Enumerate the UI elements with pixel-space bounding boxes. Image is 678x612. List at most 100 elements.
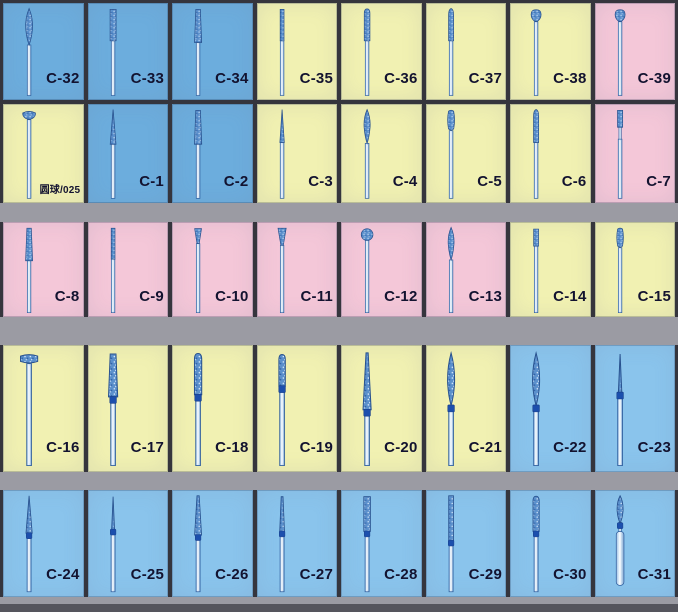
bur-label: C-6	[561, 173, 587, 191]
bur-label: C-2	[223, 173, 249, 191]
bur-cell: C-9	[87, 222, 168, 317]
barrel-bur-icon	[616, 227, 624, 313]
cylinder-long-bur-icon	[448, 495, 455, 593]
flame-bur-icon	[363, 108, 371, 199]
bur-label: C-26	[215, 566, 249, 584]
taper-long-bur-icon	[362, 352, 372, 466]
bur-label: C-16	[46, 438, 80, 456]
bur-cell: C-28	[341, 490, 422, 597]
acorn-bur-icon	[530, 9, 542, 96]
taper-point-bur-icon	[193, 495, 202, 593]
bur-cell: C-25	[87, 490, 168, 597]
bur-cell: C-37	[425, 3, 506, 100]
bur-label: C-23	[637, 438, 671, 456]
flame-long-bur-icon	[531, 350, 540, 466]
flame-large-bur-icon	[24, 7, 33, 96]
bur-cell: C-24	[3, 490, 84, 597]
flame-long-bur-icon	[447, 350, 456, 466]
inverted-cone-flat-bur-icon	[277, 227, 287, 313]
flame-bur-icon	[447, 226, 455, 313]
taper-cyl-bur-icon	[193, 109, 202, 199]
bur-label: 圆球/025	[39, 185, 81, 197]
bottom-strip	[0, 604, 678, 612]
bur-cell: C-34	[172, 3, 253, 100]
bur-cell: C-23	[594, 345, 675, 472]
bur-cell: C-1	[87, 104, 168, 203]
bur-label: C-12	[384, 287, 418, 305]
cylinder-round-bur-icon	[363, 8, 370, 96]
bur-cell: C-27	[256, 490, 337, 597]
bur-cell: C-11	[256, 222, 337, 317]
row-separator-band	[0, 317, 678, 345]
needle-bur-icon	[109, 109, 117, 199]
bur-cell: C-35	[256, 3, 337, 100]
bur-label: C-17	[130, 438, 164, 456]
flame-latch-bur-icon	[616, 495, 625, 586]
bur-label: C-18	[215, 438, 249, 456]
bur-cell: C-39	[594, 3, 675, 100]
cylinder-round-small-bur-icon	[278, 353, 286, 466]
bur-label: C-34	[215, 70, 249, 88]
bur-label: C-28	[384, 566, 418, 584]
bur-row-2: 圆球/025 C-1 C-2 C-3 C-4 C-5 C-6 C-7	[0, 104, 678, 203]
row-separator-band	[0, 203, 678, 222]
taper-cyl-bur-icon	[193, 8, 202, 96]
bur-label: C-10	[215, 287, 249, 305]
bur-cell: C-33	[87, 3, 168, 100]
bur-label: C-14	[553, 287, 587, 305]
bur-cell: C-26	[172, 490, 253, 597]
needle-fine-bur-icon	[110, 496, 117, 593]
row-separator-band	[0, 472, 678, 490]
cylinder-round-bur-icon	[193, 352, 202, 466]
bur-cell: C-19	[256, 345, 337, 472]
bur-label: C-3	[308, 173, 333, 191]
bur-label: C-29	[468, 566, 502, 584]
bottom-band	[0, 597, 678, 604]
bur-cell: C-8	[3, 222, 84, 317]
bur-label: C-4	[392, 173, 418, 191]
bur-cell: C-36	[341, 3, 422, 100]
acorn-bur-icon	[614, 9, 626, 96]
bur-cell: C-2	[172, 104, 253, 203]
bur-cell: C-20	[341, 345, 422, 472]
inverted-cone-bur-icon	[193, 228, 202, 313]
taper-thin-bur-icon	[279, 496, 286, 593]
bur-label: C-37	[468, 70, 502, 88]
taper-cyl-bur-icon	[108, 353, 119, 466]
bur-cell: C-31	[594, 490, 675, 597]
bur-label: C-36	[384, 70, 418, 88]
bur-cell: C-17	[87, 345, 168, 472]
bur-label: C-8	[54, 287, 80, 305]
bur-cell: C-14	[510, 222, 591, 317]
bur-label: C-35	[299, 70, 333, 88]
bur-label: C-1	[139, 173, 164, 191]
needle-bur-icon	[25, 495, 33, 593]
cylinder-bur-icon	[109, 8, 117, 96]
bur-cell: 圆球/025	[3, 104, 84, 203]
bur-label: C-9	[139, 287, 164, 305]
bur-row-1: C-32 C-33 C-34 C-35 C-36 C-37 C-38 C-39	[0, 3, 678, 100]
needle-fine-bur-icon	[616, 353, 624, 466]
top-margin	[0, 0, 678, 3]
ball-bur-icon	[360, 228, 373, 313]
bur-label: C-30	[553, 566, 587, 584]
bur-label: C-24	[46, 566, 80, 584]
torpedo-bur-icon	[532, 109, 539, 199]
bur-cell: C-7	[594, 104, 675, 203]
bur-cell: C-3	[256, 104, 337, 203]
bur-cell: C-15	[594, 222, 675, 317]
small-cylinder-bur-icon	[532, 228, 539, 313]
bur-cell: C-38	[510, 3, 591, 100]
bur-label: C-19	[299, 438, 333, 456]
bur-cell: C-13	[425, 222, 506, 317]
wheel-bur-icon	[19, 353, 38, 466]
bur-label: C-33	[130, 70, 164, 88]
bur-row-5: C-24 C-25 C-26 C-27 C-28 C-29 C-30 C-31	[0, 490, 678, 597]
row-separator-thin	[0, 100, 678, 104]
bur-label: C-11	[300, 287, 333, 305]
bur-cell: C-5	[425, 104, 506, 203]
bur-row-4: C-16 C-17 C-18 C-19 C-20 C-21 C-22 C-23	[0, 345, 678, 472]
cylinder-thin-bur-icon	[279, 8, 285, 96]
bur-cell: C-4	[341, 104, 422, 203]
